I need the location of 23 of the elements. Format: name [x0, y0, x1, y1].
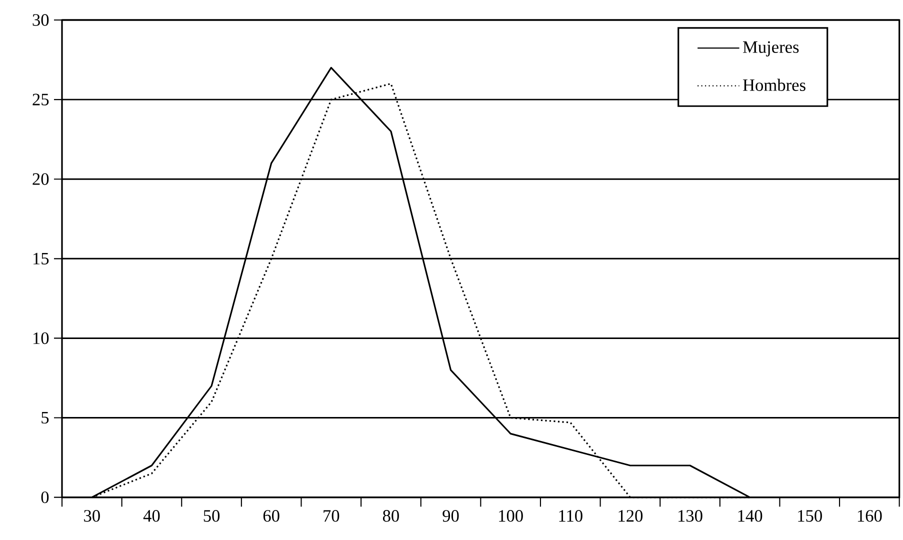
x-tick-label: 80: [382, 510, 399, 522]
x-tick-label: 130: [678, 510, 702, 522]
y-tick-label: 5: [42, 412, 49, 424]
x-tick-label: 140: [738, 510, 762, 522]
y-tick-label: 0: [41, 491, 49, 504]
y-tick-label: 20: [32, 173, 49, 185]
x-tick-label: 160: [858, 510, 882, 522]
x-tick-label: 150: [798, 510, 822, 522]
x-tick-label: 30: [84, 510, 100, 522]
legend-label: Hombres: [742, 78, 806, 91]
legend-label: Mujeres: [742, 41, 799, 56]
x-tick-label: 90: [442, 510, 459, 522]
x-tick-label: 40: [143, 510, 160, 522]
x-tick-label: 100: [499, 510, 523, 522]
y-tick-label: 15: [33, 252, 49, 264]
x-tick-label: 110: [559, 510, 582, 522]
x-tick-label: 50: [204, 510, 220, 522]
x-tick-label: 70: [324, 510, 340, 522]
x-tick-label: 120: [618, 510, 643, 522]
y-tick-label: 25: [32, 94, 49, 106]
y-tick-label: 30: [32, 14, 49, 26]
y-tick-label: 10: [33, 332, 49, 344]
x-tick-label: 60: [263, 510, 280, 522]
